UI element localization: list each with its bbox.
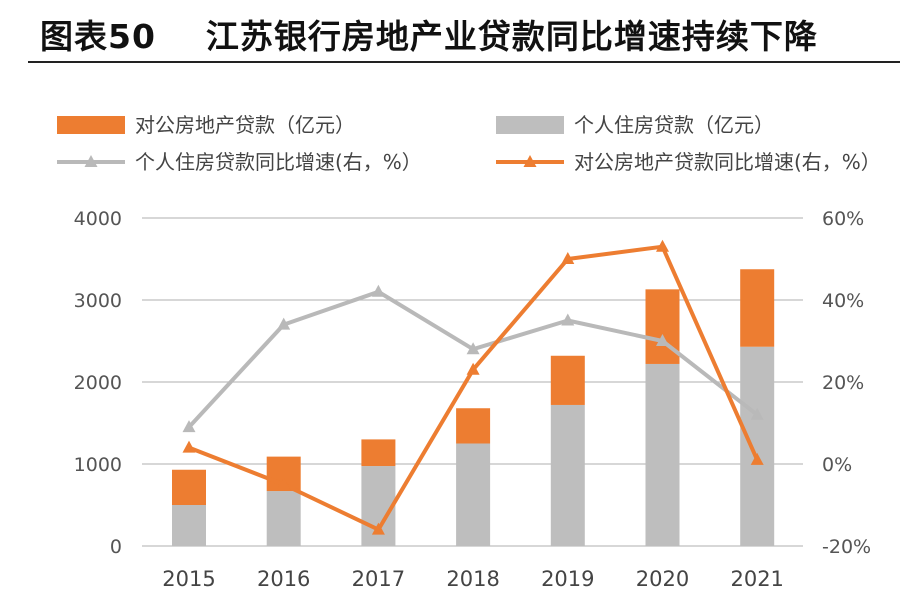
legend-label-personal-line: 个人住房贷款同比增速(右，%） <box>135 150 422 174</box>
bars <box>172 269 775 546</box>
bar-personal-housing-loan <box>550 404 585 546</box>
x-tick-label: 2017 <box>352 567 405 591</box>
x-tick-label: 2019 <box>541 567 594 591</box>
y-left-tick-label: 4000 <box>74 208 122 230</box>
personal-growth-marker <box>561 313 575 326</box>
legend-label-corporate-bar: 对公房地产贷款（亿元） <box>135 113 355 137</box>
x-tick-label: 2015 <box>162 567 215 591</box>
legend-label-corporate-line: 对公房地产贷款同比增速(右，%） <box>574 150 881 174</box>
bar-personal-housing-loan <box>740 346 775 546</box>
corporate-growth-marker <box>466 362 480 375</box>
x-tick-label: 2020 <box>636 567 689 591</box>
page-title: 图表50 江苏银行房地产业贷款同比增速持续下降 <box>40 17 818 56</box>
y-left-tick-label: 2000 <box>74 372 122 394</box>
personal-growth-marker <box>371 284 385 297</box>
y-left-tick-label: 1000 <box>74 454 122 476</box>
bar-corporate-real-estate-loan <box>456 408 491 444</box>
bar-corporate-real-estate-loan <box>740 269 775 347</box>
y-left-tick-label: 3000 <box>74 290 122 312</box>
bar-personal-housing-loan <box>172 505 206 546</box>
personal-growth-marker <box>656 334 669 346</box>
corporate-growth-marker <box>561 252 575 264</box>
x-tick-label: 2016 <box>257 567 310 591</box>
corporate-growth-marker <box>371 522 385 535</box>
legend-swatch-corporate-bar <box>57 116 125 134</box>
personal-growth-marker <box>750 407 764 420</box>
legend-marker-personal-line <box>84 155 98 167</box>
bar-personal-housing-loan <box>645 363 680 546</box>
legend-marker-corporate-line <box>523 155 537 167</box>
corporate-growth-marker <box>182 440 196 453</box>
bar-corporate-real-estate-loan <box>172 469 206 505</box>
bar-personal-housing-loan <box>456 443 491 546</box>
y-right-tick-label: 60% <box>822 208 864 230</box>
y-left-tick-label: 0 <box>110 536 122 558</box>
legend-swatch-personal-bar <box>496 116 564 134</box>
x-tick-label: 2021 <box>730 567 783 591</box>
personal-growth-marker <box>466 342 480 355</box>
y-right-tick-label: 0% <box>822 454 852 476</box>
bar-corporate-real-estate-loan <box>361 439 396 467</box>
corporate-growth-marker <box>750 452 764 465</box>
legend-label-personal-bar: 个人住房贷款（亿元） <box>574 113 774 137</box>
lines <box>182 239 764 535</box>
bar-personal-housing-loan <box>266 491 301 546</box>
legend: 对公房地产贷款（亿元） 个人住房贷款（亿元） 个人住房贷款同比增速(右，%） 对公房地… <box>57 113 881 174</box>
corporate-growth-marker <box>656 239 669 252</box>
personal-growth-marker <box>277 317 291 330</box>
y-right-tick-label: 20% <box>822 372 864 394</box>
y-right-tick-label: 40% <box>822 290 864 312</box>
x-tick-label: 2018 <box>446 567 499 591</box>
corporate-growth-marker <box>277 477 291 490</box>
personal-growth-marker <box>182 420 196 433</box>
y-right-tick-label: -20% <box>822 536 871 558</box>
title-underline <box>28 61 900 63</box>
axis-labels: 0 1000 2000 3000 4000 -20% 0% 20% 40% 60% 2015 2016… <box>74 208 871 591</box>
bar-corporate-real-estate-loan <box>550 355 585 405</box>
